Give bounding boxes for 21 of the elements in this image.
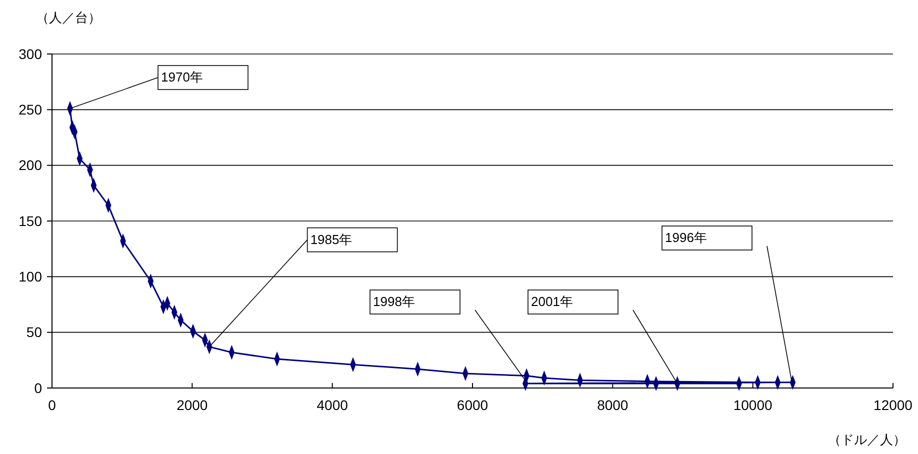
y-tick-label: 100 (18, 268, 42, 285)
y-tick-label: 150 (18, 212, 42, 229)
y-axis-title: （人／台） (36, 10, 101, 25)
x-axis-title: （ドル／人） (828, 432, 906, 447)
x-tick-label: 12000 (874, 397, 913, 413)
y-tick-label: 50 (26, 324, 42, 340)
x-tick-label: 2000 (176, 397, 208, 413)
annotation: 1998年 (373, 294, 415, 309)
annotation: 1985年 (310, 232, 352, 247)
x-tick-label: 10000 (733, 397, 773, 413)
y-tick-label: 200 (18, 157, 42, 174)
y-tick-label: 250 (18, 102, 42, 118)
annotation: 2001年 (531, 294, 573, 309)
y-tick-label: 300 (18, 46, 42, 62)
annotation: 1970年 (161, 70, 203, 85)
annotation: 1996年 (665, 230, 707, 245)
x-tick-label: 6000 (456, 397, 488, 413)
x-tick-label: 8000 (597, 397, 628, 413)
x-tick-label: 4000 (316, 397, 348, 413)
y-tick-label: 0 (34, 380, 42, 396)
x-tick-label: 0 (48, 397, 56, 413)
